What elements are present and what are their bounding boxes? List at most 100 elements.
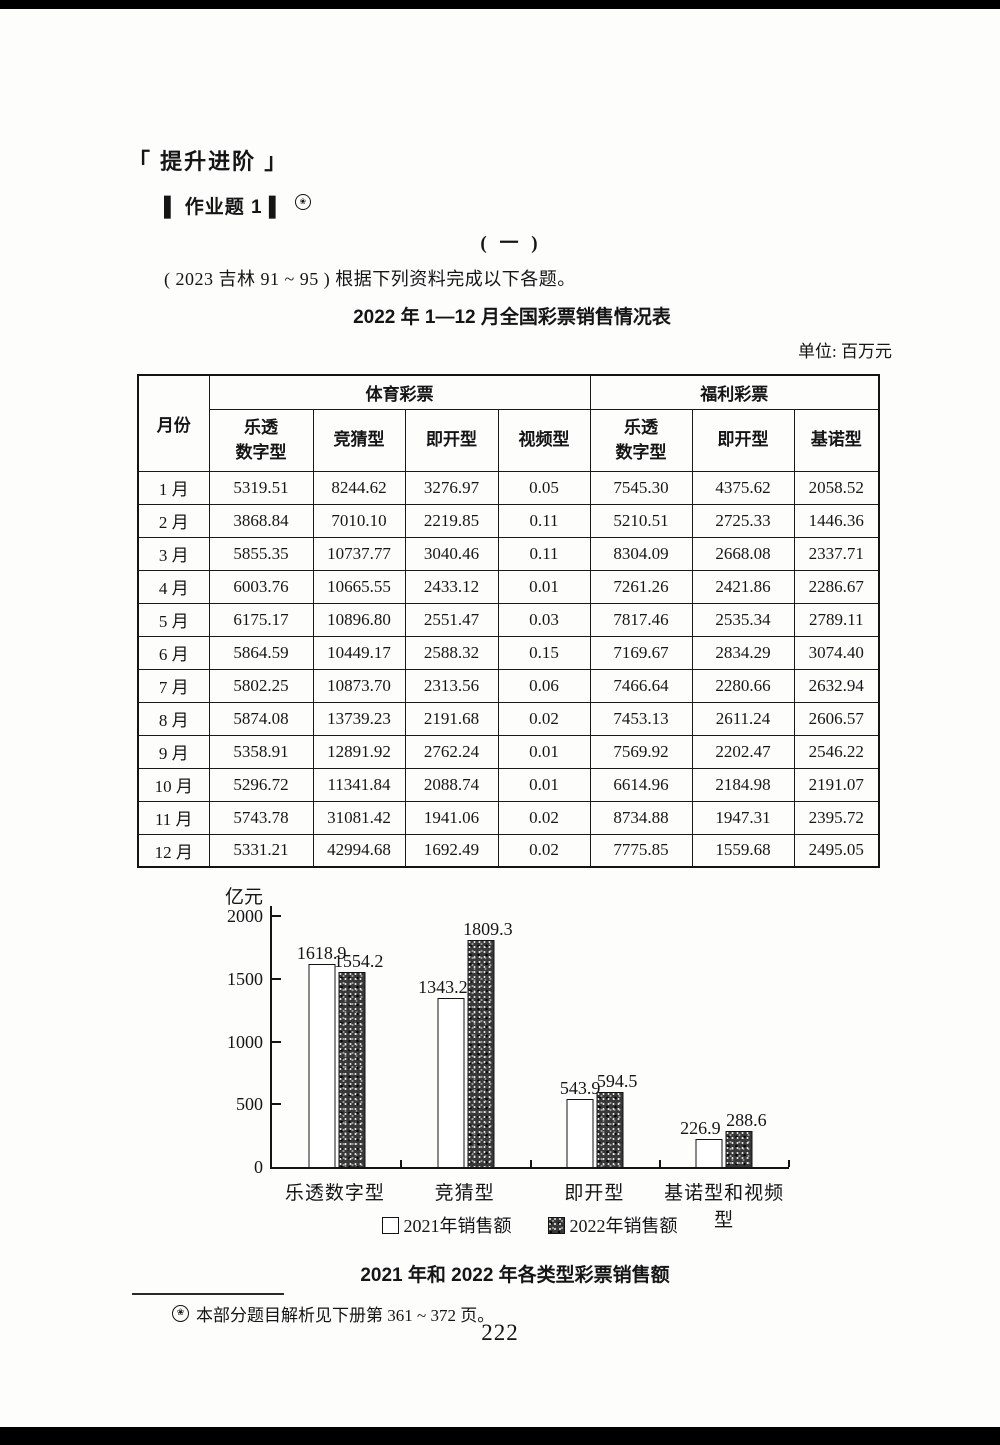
- bar-value-label: 1343.2: [418, 977, 468, 998]
- value-cell: 7775.85: [589, 833, 693, 868]
- value-cell: 2191.68: [404, 701, 499, 736]
- bar-value-label: 594.5: [596, 1071, 638, 1092]
- month-cell: 4 月: [137, 569, 210, 604]
- value-cell: 7169.67: [589, 635, 693, 670]
- value-cell: 5855.35: [208, 536, 314, 571]
- bar-group: 543.9 594.5: [531, 906, 662, 1167]
- part-label: ( 一 ): [480, 233, 542, 254]
- value-cell: 0.01: [497, 734, 591, 769]
- y-tick-label: 500: [236, 1094, 263, 1115]
- value-cell: 6175.17: [208, 602, 314, 637]
- bar-2021: 1343.2: [418, 978, 468, 1167]
- col-header-instant-welfare: 即开型: [691, 408, 795, 472]
- bar-value-label: 288.6: [726, 1109, 767, 1130]
- bar-value-label: 543.9: [559, 1077, 601, 1098]
- assignment-label: ▌ 作业题 1 ▌: [164, 197, 284, 218]
- table-row: 7 月 5802.25 10873.70 2313.56 0.06 7466.64 2280…: [137, 668, 880, 703]
- value-cell: 10449.17: [312, 635, 406, 670]
- month-cell: 6 月: [137, 635, 210, 670]
- chart-legend: 2021年销售额 2022年销售额: [270, 1212, 789, 1238]
- value-cell: 0.11: [497, 536, 591, 571]
- chart-plot: 0 500 1000 1500 2000 1618.9 1554.2 1343.2 1809.3…: [227, 906, 791, 1177]
- value-cell: 2546.22: [793, 734, 880, 769]
- value-cell: 2606.57: [793, 701, 880, 736]
- category-label: 即开型: [564, 1183, 625, 1204]
- value-cell: 0.02: [497, 800, 591, 835]
- value-cell: 7261.26: [589, 569, 693, 604]
- value-cell: 0.15: [497, 635, 591, 670]
- col-header-guessing: 竞猜型: [312, 408, 406, 472]
- value-cell: 5319.51: [208, 470, 314, 505]
- bar-2021: 543.9: [560, 1079, 600, 1167]
- table-row: 6 月 5864.59 10449.17 2588.32 0.15 7169.67 2834…: [137, 635, 880, 670]
- flower-glyph: ❀: [299, 197, 308, 206]
- bar-2021: 226.9: [680, 1119, 723, 1167]
- value-cell: 2611.24: [691, 701, 795, 736]
- value-cell: 7453.13: [589, 701, 693, 736]
- table-row: 5 月 6175.17 10896.80 2551.47 0.03 7817.46 2535…: [137, 602, 880, 637]
- bar-pair: 226.9 288.6: [680, 1111, 767, 1167]
- x-axis-categories: 乐透数字型 竞猜型 即开型 基诺型和视频型: [270, 1178, 789, 1232]
- value-cell: 6003.76: [208, 569, 314, 604]
- bar-group: 226.9 288.6: [660, 906, 791, 1167]
- value-cell: 2632.94: [793, 668, 880, 703]
- bar-value-label: 1809.3: [463, 918, 513, 939]
- lottery-sales-table: 月份 体育彩票 福利彩票 乐透 数字型 竞猜型 即开型 视频型 乐透 数字型 即…: [137, 374, 881, 868]
- category-label: 乐透数字型: [284, 1183, 385, 1204]
- value-cell: 10896.80: [312, 602, 406, 637]
- value-cell: 3276.97: [404, 470, 499, 505]
- category-label: 竞猜型: [434, 1183, 495, 1204]
- value-cell: 5864.59: [208, 635, 314, 670]
- value-cell: 5210.51: [589, 503, 693, 538]
- legend-label: 2021年销售额: [403, 1216, 512, 1236]
- y-axis-tick: [272, 915, 281, 917]
- value-cell: 2725.33: [691, 503, 795, 538]
- bar-2022: 1809.3: [463, 920, 513, 1167]
- value-cell: 0.11: [497, 503, 591, 538]
- col-group-welfare-lottery: 福利彩票: [589, 374, 880, 410]
- month-cell: 3 月: [137, 536, 210, 571]
- page-edge-top: [0, 0, 1000, 9]
- value-cell: 2668.08: [691, 536, 795, 571]
- y-axis-tick: [272, 1103, 281, 1106]
- value-cell: 2395.72: [793, 800, 880, 835]
- value-cell: 2421.86: [691, 569, 795, 604]
- value-cell: 1947.31: [691, 800, 795, 835]
- value-cell: 31081.42: [312, 800, 406, 835]
- value-cell: 2202.47: [691, 734, 795, 769]
- value-cell: 2313.56: [404, 668, 499, 703]
- table-row: 8 月 5874.08 13739.23 2191.68 0.02 7453.13 2611…: [137, 701, 880, 736]
- value-cell: 8244.62: [312, 470, 406, 505]
- value-cell: 3074.40: [793, 635, 880, 670]
- legend-label: 2022年销售额: [569, 1216, 678, 1236]
- value-cell: 2588.32: [404, 635, 499, 670]
- value-cell: 5296.72: [208, 767, 314, 802]
- value-cell: 0.05: [497, 470, 591, 505]
- y-tick-label: 2000: [227, 906, 263, 926]
- value-cell: 2762.24: [404, 734, 499, 769]
- month-cell: 8 月: [137, 701, 210, 736]
- y-axis-tick: [272, 1040, 281, 1043]
- month-cell: 10 月: [137, 767, 210, 802]
- unit-note: 单位: 百万元: [798, 342, 892, 361]
- value-cell: 12891.92: [312, 734, 406, 769]
- col-header-keno: 基诺型: [793, 408, 880, 472]
- footnote-text: 本部分题目解析见下册第 361 ~ 372 页。: [196, 1306, 495, 1325]
- bar-groups: 1618.9 1554.2 1343.2 1809.3 543.9 594.5 226.9 2…: [272, 906, 791, 1167]
- bar-2022: 594.5: [596, 1072, 637, 1167]
- legend-swatch-2022: [547, 1216, 565, 1234]
- flower-glyph: ❀: [176, 1308, 185, 1318]
- question-intro: ( 2023 吉林 91 ~ 95 ) 根据下列资料完成以下各题。: [164, 269, 576, 289]
- legend-item: 2022年销售额: [547, 1212, 678, 1238]
- value-cell: 0.06: [497, 668, 591, 703]
- month-cell: 12 月: [137, 833, 210, 868]
- chart-title: 2021 年和 2022 年各类型彩票销售额: [360, 1265, 670, 1286]
- value-cell: 0.02: [497, 833, 591, 868]
- bar-2022: 288.6: [725, 1111, 767, 1167]
- value-cell: 2433.12: [404, 569, 499, 604]
- value-cell: 2286.67: [793, 569, 880, 604]
- bar-pair: 1618.9 1554.2: [297, 944, 383, 1167]
- legend-item: 2021年销售额: [381, 1212, 512, 1238]
- col-header-lotto-digital-sports: 乐透 数字型: [208, 408, 314, 472]
- value-cell: 1941.06: [404, 800, 499, 835]
